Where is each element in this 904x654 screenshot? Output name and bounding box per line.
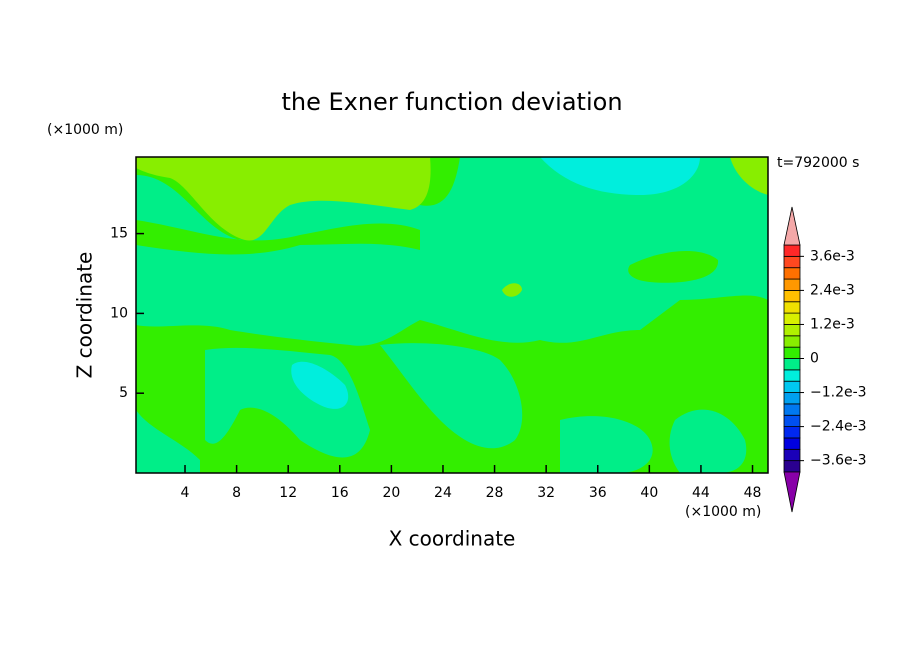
x-tick-label: 4 bbox=[181, 485, 190, 501]
colorbar-tick-label: −2.4e-3 bbox=[810, 419, 867, 435]
colorbar-box bbox=[783, 380, 801, 393]
field-region bbox=[380, 343, 523, 449]
annotation: t=792000 s bbox=[777, 155, 859, 171]
x-axis-label: X coordinate bbox=[389, 527, 516, 551]
colorbar-box bbox=[783, 289, 801, 303]
colorbar-tick-label: 1.2e-3 bbox=[810, 316, 855, 332]
field-region bbox=[540, 157, 700, 195]
y-axis-label: Z coordinate bbox=[73, 252, 97, 379]
colorbar-box bbox=[783, 244, 801, 257]
colorbar-box bbox=[783, 448, 801, 462]
y-tick-label: 15 bbox=[110, 226, 128, 242]
colorbar-tick-label: −1.2e-3 bbox=[810, 385, 867, 401]
colorbar-box bbox=[783, 335, 801, 348]
plot-frame bbox=[135, 156, 769, 474]
colorbar-box bbox=[783, 278, 801, 291]
x-tick-label: 16 bbox=[331, 485, 349, 501]
colorbar-box bbox=[783, 392, 801, 405]
colorbar-over bbox=[783, 206, 801, 246]
field-region bbox=[502, 283, 522, 297]
colorbar-box bbox=[783, 358, 801, 371]
field-region bbox=[730, 157, 768, 195]
x-tick-label: 24 bbox=[434, 485, 452, 501]
colorbar-box bbox=[783, 369, 801, 382]
y-unit: (×1000 m) bbox=[47, 122, 123, 138]
y-tick-label: 10 bbox=[110, 305, 128, 321]
x-tick-label: 44 bbox=[692, 485, 710, 501]
colorbar-box bbox=[783, 312, 801, 325]
colorbar-under bbox=[783, 471, 801, 513]
y-tick-label: 5 bbox=[119, 385, 128, 401]
colorbar-box bbox=[783, 426, 801, 439]
x-tick-label: 8 bbox=[232, 485, 241, 501]
colorbar-tick-label: 0 bbox=[810, 351, 819, 367]
colorbar-tick-label: −3.6e-3 bbox=[810, 453, 867, 469]
colorbar-box bbox=[783, 460, 801, 473]
x-tick-label: 12 bbox=[279, 485, 297, 501]
field-region bbox=[136, 410, 200, 473]
field-region bbox=[560, 416, 653, 473]
field-region bbox=[669, 409, 747, 473]
colorbar-box bbox=[783, 403, 801, 416]
field-region bbox=[136, 243, 420, 346]
x-unit: (×1000 m) bbox=[685, 504, 761, 520]
field-region bbox=[136, 157, 431, 241]
field-region bbox=[291, 361, 349, 409]
field-region bbox=[628, 250, 719, 283]
colorbar-box bbox=[783, 324, 801, 337]
x-tick-label: 40 bbox=[640, 485, 658, 501]
x-tick-label: 20 bbox=[382, 485, 400, 501]
colorbar-tick-label: 2.4e-3 bbox=[810, 282, 855, 298]
colorbar-box bbox=[783, 346, 801, 359]
x-tick-label: 32 bbox=[537, 485, 555, 501]
colorbar-box bbox=[783, 255, 801, 269]
x-tick-label: 28 bbox=[486, 485, 504, 501]
x-tick-label: 48 bbox=[744, 485, 762, 501]
colorbar-box bbox=[783, 301, 801, 314]
chart-title: the Exner function deviation bbox=[281, 88, 622, 116]
colorbar-box bbox=[783, 267, 801, 280]
x-tick-label: 36 bbox=[589, 485, 607, 501]
contour-field bbox=[136, 157, 768, 473]
colorbar-tick-label: 3.6e-3 bbox=[810, 248, 855, 264]
colorbar-box bbox=[783, 437, 801, 450]
colorbar-box bbox=[783, 414, 801, 428]
